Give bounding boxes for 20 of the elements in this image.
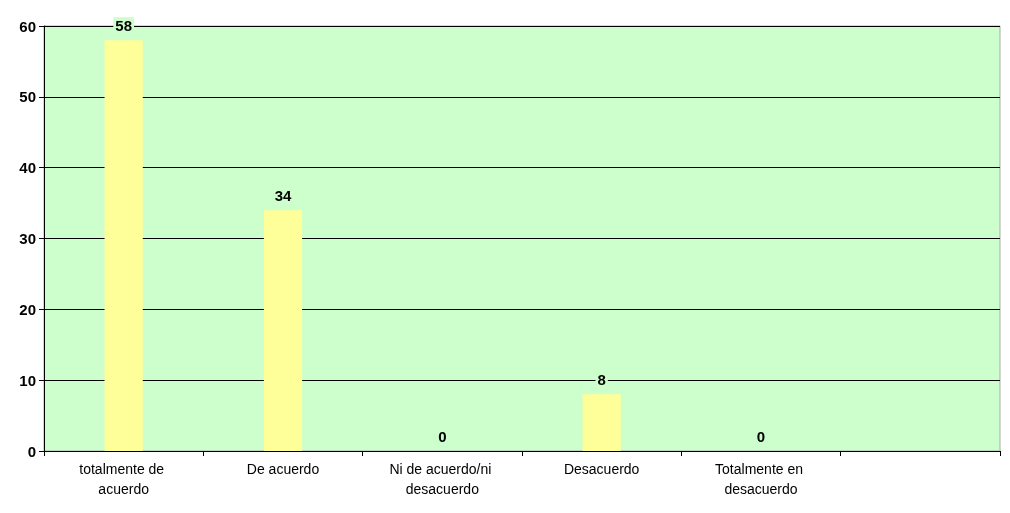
data-label: 0 [756, 428, 766, 445]
bar [263, 210, 303, 451]
x-tick-label: Ni de acuerdo/ni desacuerdo [389, 461, 496, 497]
y-tick-label: 20 [19, 300, 36, 318]
y-tick-label: 10 [19, 371, 36, 389]
bar [582, 394, 621, 451]
x-tick-label: Totalmente en desacuerdo [715, 461, 807, 497]
data-label: 8 [597, 371, 606, 389]
y-tick-label: 40 [19, 159, 36, 177]
y-tick-label: 50 [19, 88, 36, 106]
y-tick-label: 0 [27, 442, 36, 460]
x-tick-label: Desacuerdo [563, 461, 640, 477]
x-tick-label: totalmente de acuerdo [79, 461, 169, 497]
data-label: 34 [274, 187, 292, 205]
y-tick-label: 30 [19, 230, 36, 247]
x-tick-label: De acuerdo [246, 461, 320, 477]
bar [104, 40, 143, 451]
data-label: 58 [115, 17, 133, 35]
y-tick-label: 60 [19, 17, 36, 35]
data-label: 0 [438, 428, 447, 445]
